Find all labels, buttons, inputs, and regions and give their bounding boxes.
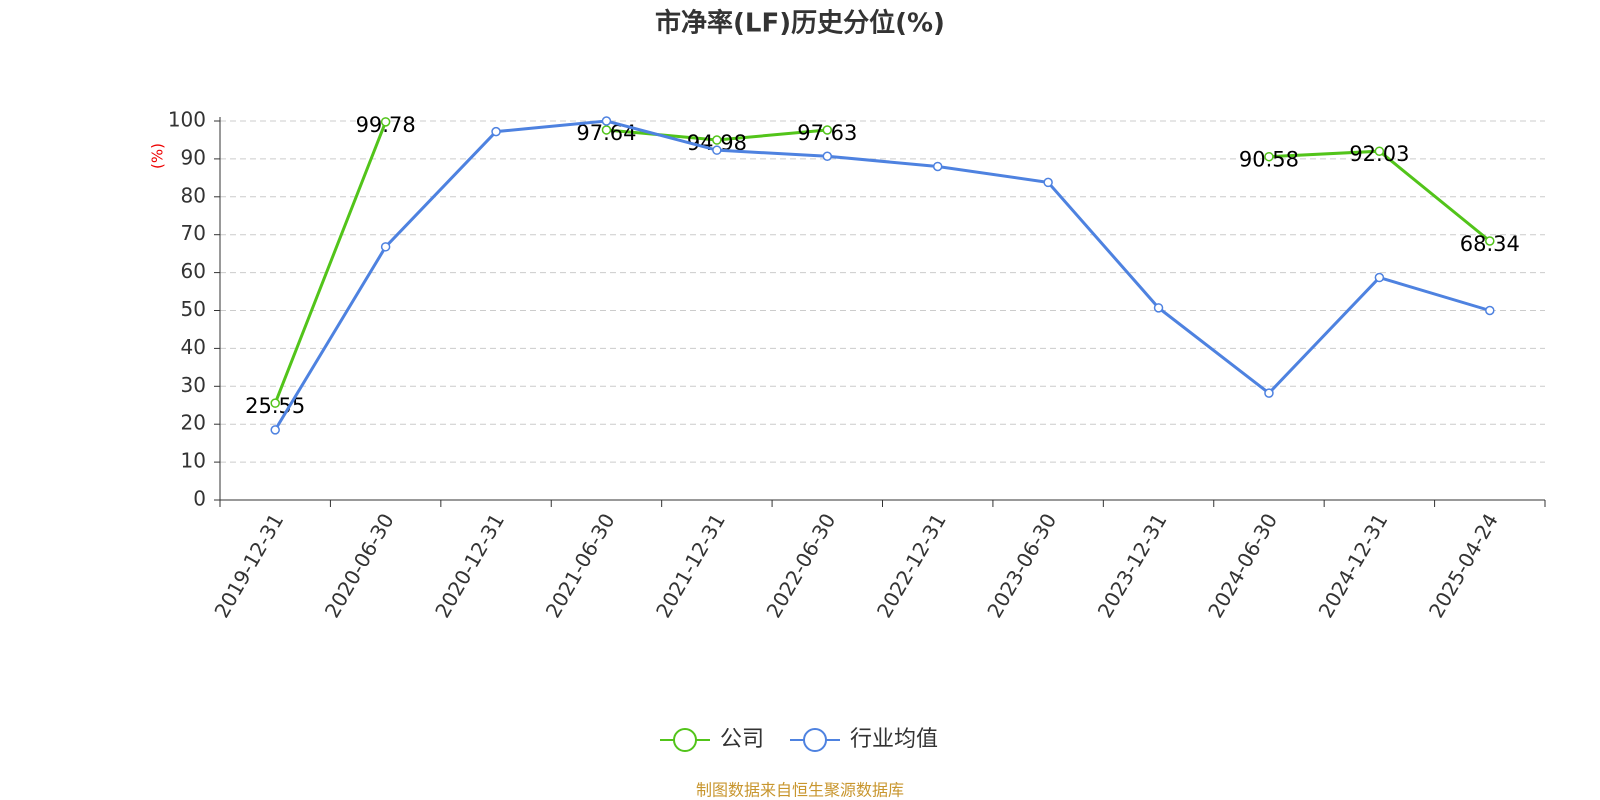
x-tick-label: 2021-06-30 [541,509,620,622]
legend-label: 公司 [720,727,764,752]
data-point [712,145,722,155]
data-point [270,425,280,435]
data-point [1153,303,1164,313]
data-point [712,135,722,145]
data-label: 99.78 [356,113,416,137]
data-point [601,116,612,126]
data-label: 97.63 [797,121,857,145]
y-tick-label: 100 [168,108,206,132]
legend-label: 行业均值 [850,727,938,752]
legend-marker [673,728,697,752]
footer: 制图数据来自恒生聚源数据库 [696,781,904,800]
x-tick-label: 2024-06-30 [1203,509,1282,622]
x-tick-label: 2023-06-30 [982,509,1061,622]
legend-marker [803,728,827,752]
data-label: 90.58 [1239,148,1299,172]
chart-title: 市净率(LF)历史分位(%) [655,8,945,39]
y-tick-label: 80 [181,183,206,207]
x-tick-label: 2025-04-24 [1424,509,1503,622]
y-tick-label: 0 [193,487,206,511]
data-point [1374,272,1385,283]
y-tick-label: 10 [181,449,206,473]
x-tick-label: 2020-06-30 [320,509,399,622]
y-tick-label: 60 [181,259,206,283]
data-point [1485,236,1495,246]
data-point [1264,151,1274,162]
data-point [1485,305,1495,316]
data-point [822,125,833,135]
y-tick-label: 30 [181,373,206,397]
series-line [273,119,1491,431]
y-axis-label: (%) [149,143,167,169]
y-tick-label: 20 [181,411,206,435]
data-point [1264,388,1274,398]
x-tick-label: 2022-12-31 [872,509,951,622]
data-point [270,398,280,408]
data-point [380,242,391,252]
x-tick-label: 2021-12-31 [651,509,730,622]
x-tick-label: 2024-12-31 [1314,509,1393,622]
y-tick-label: 50 [181,297,206,321]
y-tick-label: 40 [181,335,206,359]
data-point [1043,177,1053,188]
data-point [491,126,501,137]
data-label: 92.03 [1349,142,1409,166]
x-tick-label: 2020-12-31 [430,509,509,622]
series-line [273,121,1491,404]
data-point [380,117,391,127]
data-point [822,151,833,161]
x-tick-label: 2022-06-30 [761,509,840,622]
x-tick-label: 2019-12-31 [209,509,288,622]
data-label: 68.34 [1460,232,1520,256]
data-point [932,161,943,172]
y-tick-label: 70 [181,221,206,245]
y-tick-label: 90 [181,145,206,169]
data-point [1374,146,1385,156]
x-tick-label: 2023-12-31 [1093,509,1172,622]
data-point [601,125,612,135]
